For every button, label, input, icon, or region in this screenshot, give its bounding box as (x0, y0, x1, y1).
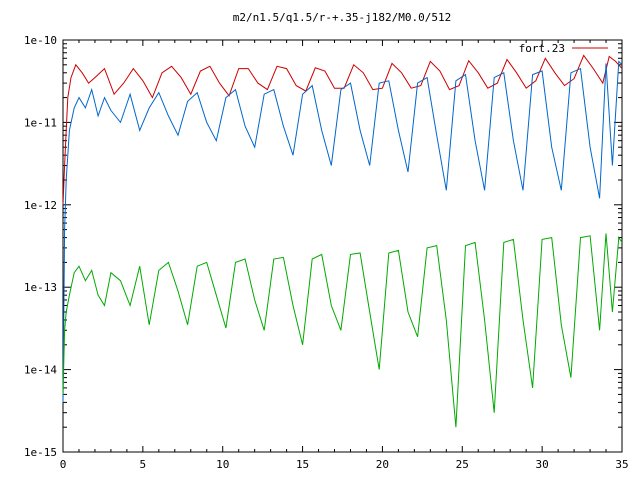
x-axis: 0 5 10 15 20 25 30 35 (60, 40, 629, 471)
x-tick-label: 30 (536, 458, 549, 471)
y-tick-label: 1e-13 (24, 281, 57, 294)
x-tick-label: 10 (216, 458, 229, 471)
x-tick-label: 35 (615, 458, 628, 471)
y-tick-label: 1e-12 (24, 199, 57, 212)
legend-label-fort-23: fort.23 (519, 42, 565, 55)
plot-frame (62, 39, 623, 453)
y-tick-label: 1e-14 (24, 364, 57, 377)
series-line-fort-23 (62, 54, 623, 205)
legend: fort.23 (519, 42, 608, 55)
series-line-3 (62, 233, 623, 428)
x-tick-label: 5 (140, 458, 147, 471)
x-tick-label: 15 (296, 458, 309, 471)
x-tick-label: 20 (376, 458, 389, 471)
plot-area (62, 39, 623, 453)
series-line-2 (62, 60, 623, 403)
x-tick-label: 25 (456, 458, 469, 471)
x-tick-label: 0 (60, 458, 67, 471)
y-tick-label: 1e-11 (24, 116, 57, 129)
y-tick-label: 1e-15 (24, 446, 57, 459)
y-tick-label: 1e-10 (24, 34, 57, 47)
y-axis: 1e-15 1e-14 1e-13 1e-12 1e-11 1e-10 (24, 34, 622, 459)
series-layer (62, 54, 623, 428)
chart-title: m2/n1.5/q1.5/r-+.35-j182/M0.0/512 (233, 11, 452, 24)
